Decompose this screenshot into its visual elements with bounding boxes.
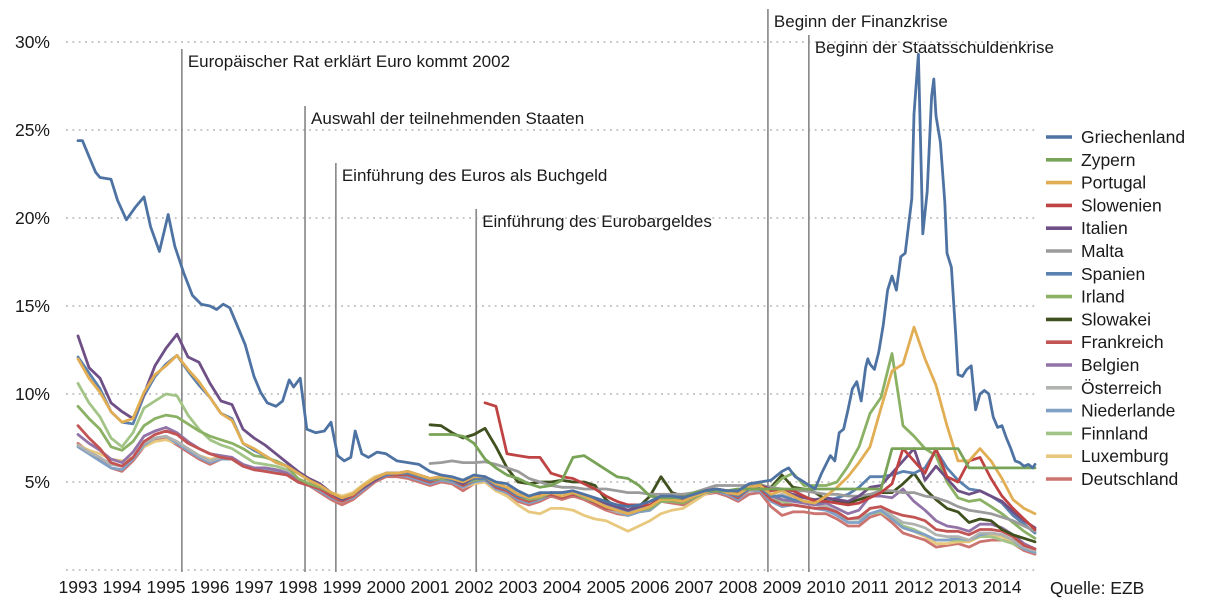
x-tick-label: 1997 [235,577,274,597]
series-line-malta [428,459,1037,533]
x-tick-label: 2003 [499,577,538,597]
x-tick-label: 2014 [983,577,1022,597]
y-tick-label: 10% [15,384,50,404]
annotation-label: Einführung des Eurobargeldes [482,212,712,231]
legend-label: Malta [1081,241,1124,261]
legend-label: Österreich [1081,378,1162,398]
x-tick-label: 2001 [411,577,450,597]
x-tick-label: 1993 [59,577,98,597]
legend-label: Finnland [1081,423,1148,443]
x-tick-label: 1995 [147,577,186,597]
y-tick-label: 20% [15,208,50,228]
series-line-griechenland [76,52,1037,509]
x-tick-label: 2007 [675,577,714,597]
x-tick-label: 1996 [191,577,230,597]
x-tick-label: 2012 [895,577,934,597]
x-tick-label: 2000 [367,577,406,597]
annotation-label: Einführung des Euros als Buchgeld [342,166,608,185]
x-tick-label: 2010 [807,577,846,597]
legend-label: Belgien [1081,355,1139,375]
x-tick-label: 1994 [103,577,142,597]
legend-label: Spanien [1081,264,1145,284]
x-tick-label: 2006 [631,577,670,597]
x-tick-label: 2004 [543,577,582,597]
legend-label: Luxemburg [1081,446,1169,466]
x-tick-label: 2008 [719,577,758,597]
legend-label: Niederlande [1081,401,1175,421]
series-line-portugal [76,325,1037,516]
x-tick-label: 2013 [939,577,978,597]
source-label: Quelle: EZB [1050,578,1145,598]
y-tick-label: 30% [15,32,50,52]
series-line-frankreich [76,424,1037,551]
x-tick-label: 2005 [587,577,626,597]
y-tick-label: 25% [15,120,50,140]
annotation-label: Beginn der Finanzkrise [774,12,948,31]
legend-label: Italien [1081,218,1128,238]
annotation-label: Europäischer Rat erklärt Euro kommt 2002 [188,52,510,71]
y-tick-label: 15% [15,296,50,316]
x-tick-label: 1999 [323,577,362,597]
annotation-label: Beginn der Staatsschuldenkrise [815,38,1054,57]
series-line-finnland [76,381,1037,554]
legend-label: Griechenland [1081,127,1185,147]
legend-label: Frankreich [1081,332,1164,352]
legend-label: Irland [1081,287,1125,307]
annotation-label: Auswahl der teilnehmenden Staaten [311,109,584,128]
x-tick-label: 2011 [851,577,889,597]
legend-label: Zypern [1081,150,1135,170]
legend-label: Slowakei [1081,309,1151,329]
legend-label: Portugal [1081,173,1146,193]
y-tick-label: 5% [25,472,50,492]
x-tick-label: 2002 [455,577,494,597]
legend-label: Slowenien [1081,195,1162,215]
legend-label: Deutschland [1081,469,1178,489]
x-tick-label: 2009 [763,577,802,597]
x-tick-label: 1998 [279,577,318,597]
